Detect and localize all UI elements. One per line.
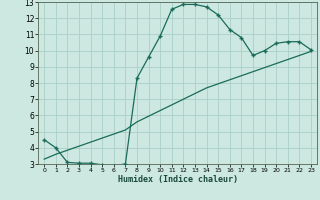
X-axis label: Humidex (Indice chaleur): Humidex (Indice chaleur) <box>118 175 238 184</box>
